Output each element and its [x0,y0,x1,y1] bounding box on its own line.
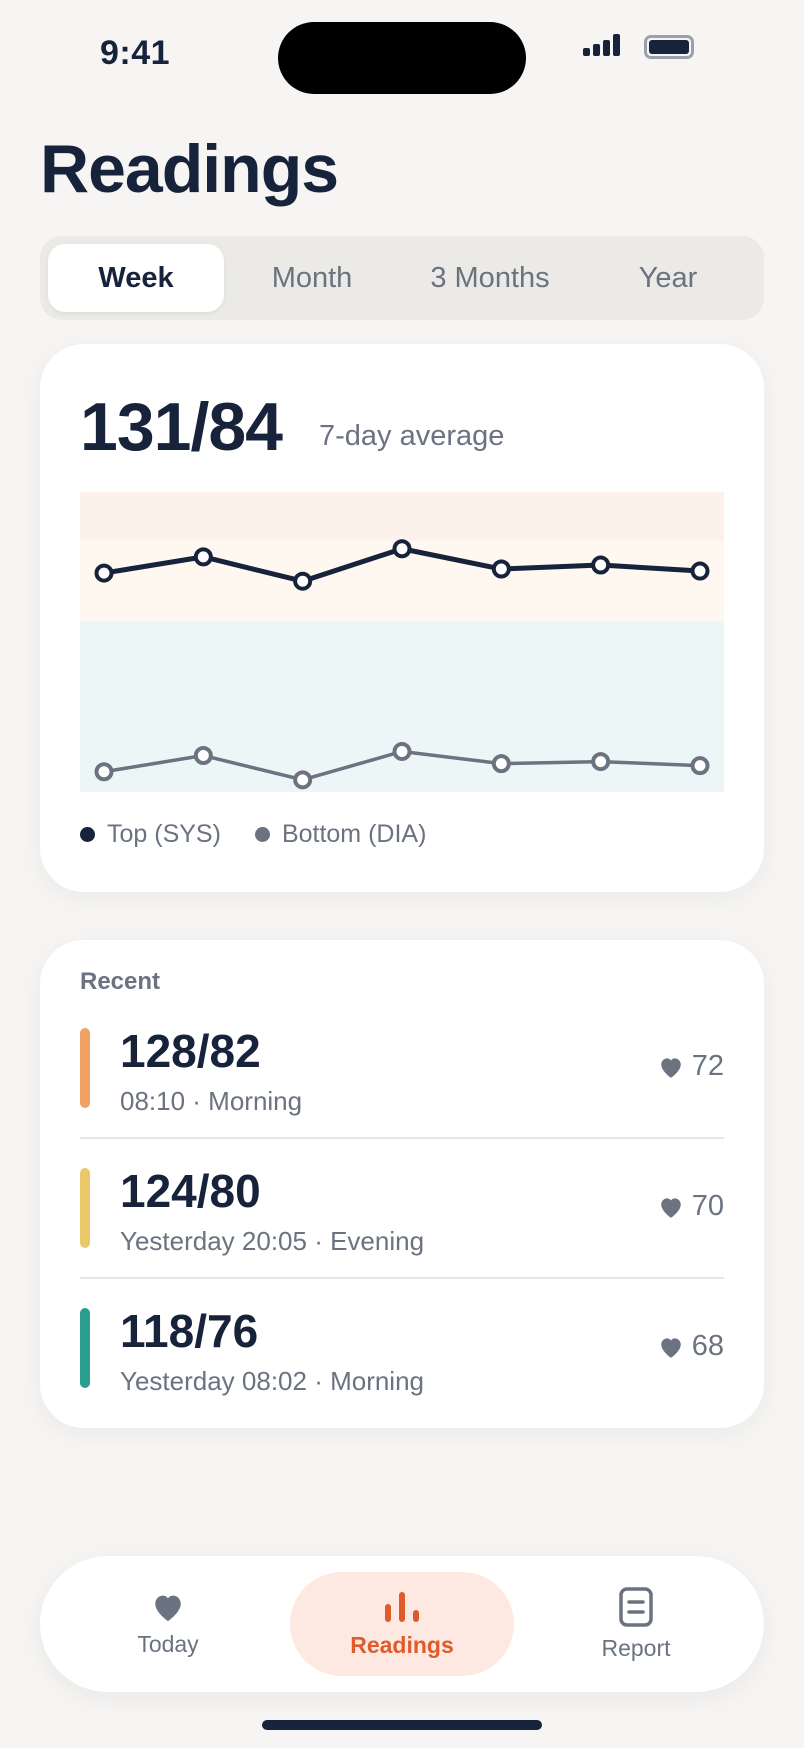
recent-card: Recent 128/82 08:10 · Morning 72 124/80 … [40,940,764,1428]
recent-title: Recent [80,968,161,995]
status-time: 9:41 [100,34,171,72]
bp-line-chart [80,492,724,792]
reading-time: Yesterday 20:05 · Evening [120,1226,425,1256]
heart-icon [660,1057,681,1078]
reading-value: 128/82 [120,1025,261,1077]
reading-color-bar [80,1028,90,1108]
reading-row[interactable]: 124/80 Yesterday 20:05 · Evening 70 [80,1120,724,1260]
reading-row[interactable]: 118/76 Yesterday 08:02 · Morning 68 [80,1260,724,1400]
data-point-dia[interactable] [690,756,710,776]
data-point-dia[interactable] [94,762,114,782]
document-icon [619,1586,653,1627]
data-point-sys[interactable] [293,571,313,591]
legend-label-sys: Top (SYS) [107,820,221,848]
dynamic-island [278,22,526,94]
tab-bar: Today Readings Report [40,1556,764,1692]
tab-report[interactable]: Report [524,1572,748,1676]
tab-readings[interactable]: Readings [290,1572,514,1676]
home-indicator [262,1720,542,1730]
tab-report-label: Report [601,1634,671,1661]
range-segmented-control: Week Month 3 Months Year [40,236,764,320]
pulse: 72 [658,1050,724,1083]
data-point-sys[interactable] [690,561,710,581]
heart-icon [660,1337,681,1358]
segment-week[interactable]: Week [48,244,224,312]
heart-icon [155,1595,181,1621]
reading-time: Yesterday 08:02 · Morning [120,1366,425,1396]
pulse-value: 68 [691,1330,724,1362]
bar-chart-icon [385,1591,419,1622]
chart-legend: Top (SYS) Bottom (DIA) [80,820,460,849]
average-value: 131/84 [80,389,283,465]
data-point-dia[interactable] [491,754,511,774]
segment-year[interactable]: Year [638,261,698,294]
data-point-sys[interactable] [94,563,114,583]
legend-item-sys: Top (SYS) [80,820,221,849]
pulse-value: 70 [691,1190,724,1222]
legend-dot-dia [254,827,270,842]
reading-value: 124/80 [120,1165,261,1217]
segment-month[interactable]: Month [271,261,353,294]
data-point-sys[interactable] [491,559,511,579]
signal-icon [583,34,623,56]
legend-label-dia: Bottom (DIA) [281,820,427,848]
data-point-dia[interactable] [591,752,611,772]
data-point-sys[interactable] [591,555,611,575]
data-point-sys[interactable] [392,539,412,559]
reading-time: 08:10 · Morning [120,1086,303,1116]
legend-item-dia: Bottom (DIA) [254,820,427,849]
legend-dot-sys [80,827,95,842]
data-point-dia[interactable] [293,770,313,790]
battery-icon [644,35,694,59]
summary-card: 131/84 7-day average Top (SYS) Bottom (D… [40,344,764,892]
divider [80,1277,724,1279]
data-point-dia[interactable] [392,741,412,761]
divider [80,1137,724,1139]
data-point-dia[interactable] [193,746,213,766]
reading-row[interactable]: 128/82 08:10 · Morning 72 [80,980,724,1120]
reading-color-bar [80,1308,90,1388]
tab-readings-label: Readings [350,1631,454,1658]
average-label: 7-day average [319,420,505,452]
segment-3-months[interactable]: 3 Months [430,261,550,294]
tab-today[interactable]: Today [56,1572,280,1676]
heart-icon [660,1197,681,1218]
pulse-value: 72 [691,1050,724,1082]
reading-color-bar [80,1168,90,1248]
range-band-0 [80,492,724,541]
reading-value: 118/76 [120,1305,259,1357]
range-band-2 [80,621,724,792]
pulse: 70 [658,1190,724,1223]
data-point-sys[interactable] [193,547,213,567]
pulse: 68 [658,1330,724,1363]
tab-today-label: Today [137,1630,199,1657]
page-title: Readings [40,131,339,207]
